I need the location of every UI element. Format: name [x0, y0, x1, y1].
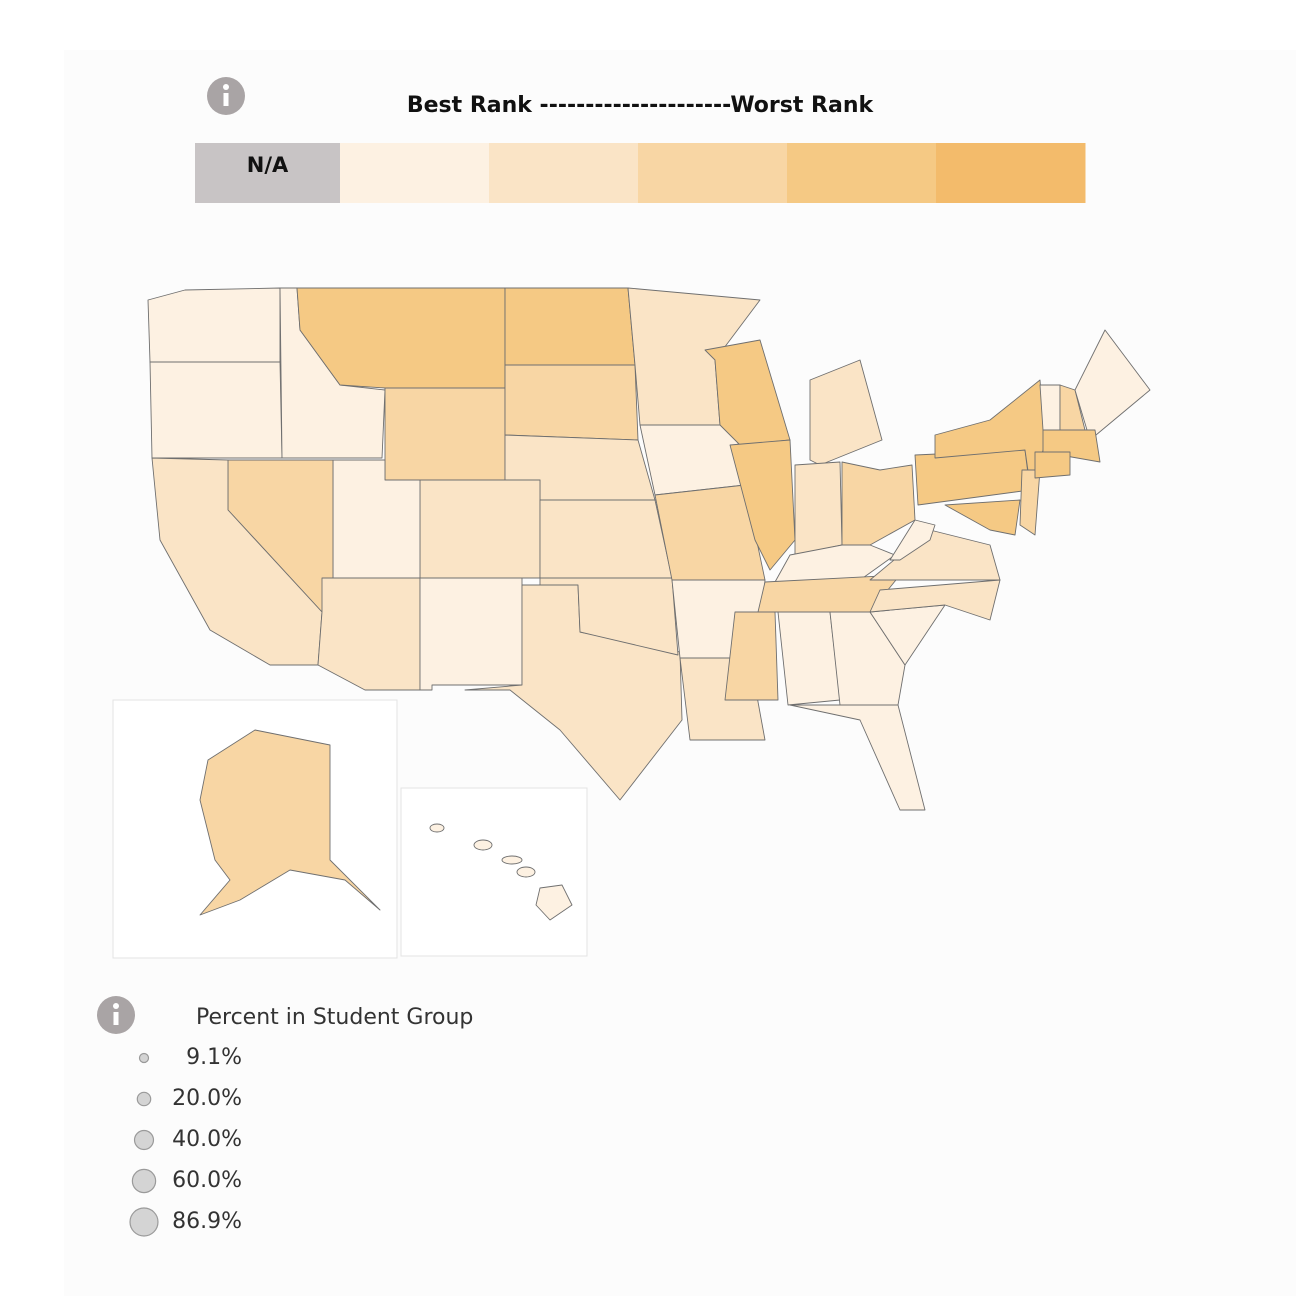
na-swatch — [195, 143, 340, 203]
size-label: 60.0% — [172, 1168, 242, 1193]
size-circle — [133, 1129, 155, 1151]
size-legend: 9.1% 20.0% 40.0% 60.0% 86.9% — [129, 1045, 242, 1237]
us-map — [147, 287, 1151, 811]
size-label: 9.1% — [186, 1045, 242, 1070]
hawaii-inset — [400, 787, 588, 957]
size-circle — [138, 1052, 150, 1064]
color-swatch — [638, 143, 788, 203]
na-label: N/A — [247, 153, 289, 177]
size-circle — [129, 1207, 159, 1237]
size-label: 86.9% — [172, 1209, 242, 1234]
color-swatch — [489, 143, 639, 203]
scale-title: Best Rank ---------------------Worst Ran… — [407, 93, 875, 118]
color-swatch — [340, 143, 490, 203]
size-legend-title: Percent in Student Group — [196, 1005, 473, 1030]
size-label: 20.0% — [172, 1086, 242, 1111]
size-circle — [131, 1168, 157, 1194]
size-label: 40.0% — [172, 1127, 242, 1152]
color-scale: N/A — [195, 143, 1086, 203]
alaska-inset — [112, 699, 398, 959]
color-swatch — [936, 143, 1086, 203]
size-circle — [136, 1091, 152, 1107]
color-swatch — [787, 143, 937, 203]
info-icon[interactable] — [97, 996, 135, 1034]
info-icon[interactable] — [207, 77, 245, 115]
